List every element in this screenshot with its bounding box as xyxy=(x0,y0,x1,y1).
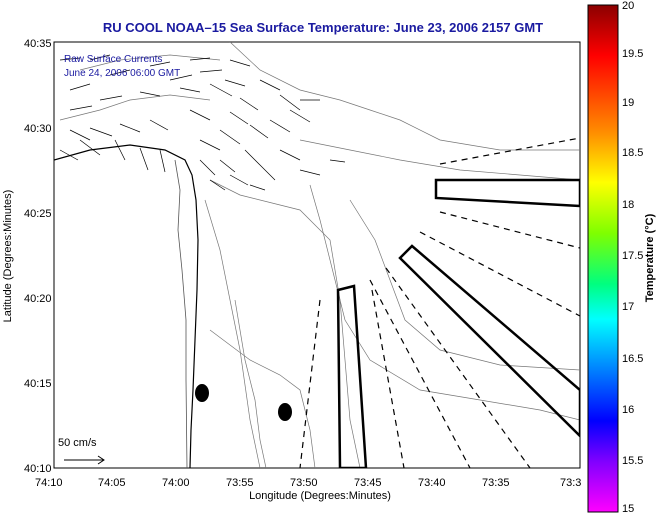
shoreline xyxy=(54,144,199,468)
colorbar-tick-18-5: 18.5 xyxy=(622,147,644,159)
colorbar-tick-17: 17 xyxy=(622,301,635,313)
legend-currents-date: June 24, 2006 06:00 GMT xyxy=(64,68,181,79)
x-axis-label: Longitude (Degrees:Minutes) xyxy=(249,490,391,502)
dashed-transects xyxy=(299,137,580,468)
legend-currents-label: Raw Surface Currents xyxy=(64,54,163,65)
y-tick-40-25: 40:25 xyxy=(24,208,52,220)
bathymetry-contours xyxy=(59,42,580,468)
x-tick-73-3: 73:3 xyxy=(560,477,582,489)
buoy-marker-1 xyxy=(195,384,209,402)
temperature-colorbar xyxy=(587,4,619,513)
y-tick-40-30: 40:30 xyxy=(24,123,52,135)
y-tick-40-20: 40:20 xyxy=(24,293,52,305)
x-tick-73-40: 73:40 xyxy=(418,477,446,489)
x-tick-74-00: 74:00 xyxy=(162,477,190,489)
scale-arrow xyxy=(64,455,105,465)
plot-frame xyxy=(53,41,581,469)
x-tick-73-45: 73:45 xyxy=(354,477,382,489)
scale-label: 50 cm/s xyxy=(58,437,97,449)
x-tick-73-35: 73:35 xyxy=(482,477,510,489)
survey-boxes xyxy=(336,178,580,468)
colorbar-label: Temperature (°C) xyxy=(644,213,656,303)
x-tick-73-50: 73:50 xyxy=(290,477,318,489)
surface-current-vectors xyxy=(59,54,346,191)
colorbar-tick-19: 19 xyxy=(622,97,635,109)
colorbar-tick-15: 15 xyxy=(622,503,635,515)
colorbar-tick-20: 20 xyxy=(622,0,635,12)
colorbar-tick-17-5: 17.5 xyxy=(622,250,644,262)
colorbar-tick-18: 18 xyxy=(622,199,635,211)
y-tick-40-10: 40:10 xyxy=(24,463,52,475)
y-tick-40-15: 40:15 xyxy=(24,378,52,390)
colorbar-tick-15-5: 15.5 xyxy=(622,455,644,467)
buoy-marker-2 xyxy=(278,403,292,421)
colorbar-tick-16-5: 16.5 xyxy=(622,353,644,365)
x-tick-74-10: 74:10 xyxy=(35,477,63,489)
x-tick-74-05: 74:05 xyxy=(98,477,126,489)
x-tick-73-55: 73:55 xyxy=(226,477,254,489)
bay-shoreline xyxy=(174,159,188,468)
map-title: RU COOL NOAA–15 Sea Surface Temperature:… xyxy=(102,20,544,35)
colorbar-tick-19-5: 19.5 xyxy=(622,48,644,60)
y-tick-40-35: 40:35 xyxy=(24,38,52,50)
colorbar-tick-16: 16 xyxy=(622,404,635,416)
